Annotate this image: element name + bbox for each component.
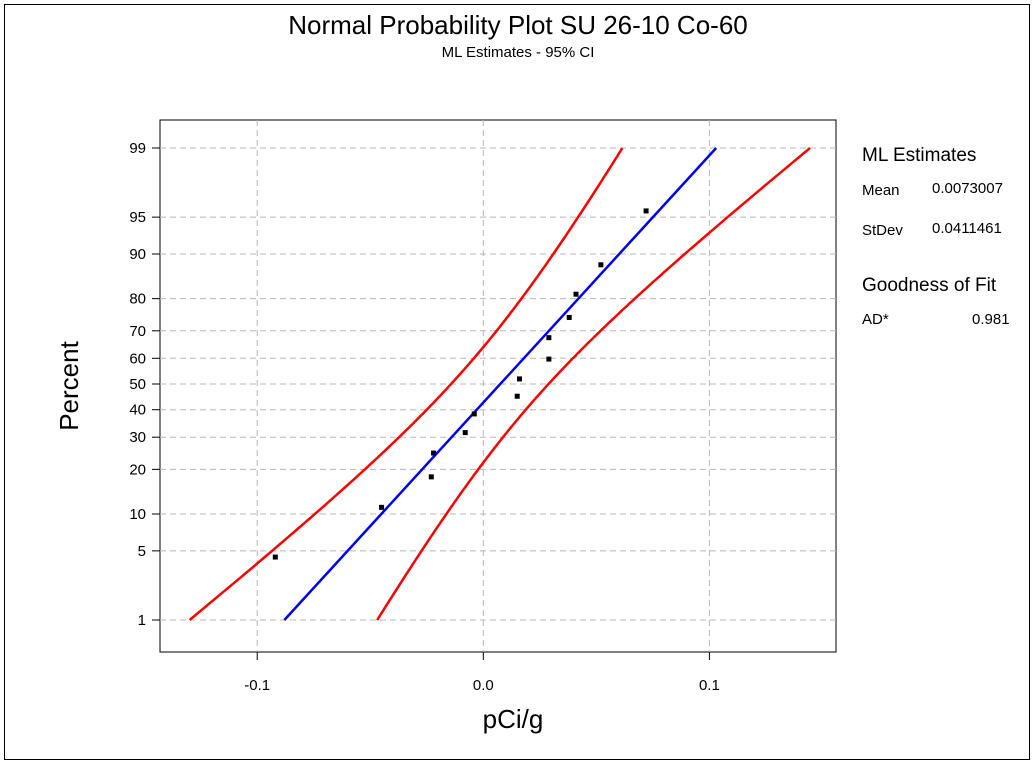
ad-label: AD* xyxy=(862,311,889,328)
data-point xyxy=(598,262,604,268)
ci-lower-band xyxy=(188,147,624,621)
y-tick-label: 10 xyxy=(129,506,146,523)
goodness-of-fit-header: Goodness of Fit xyxy=(862,275,997,296)
data-point xyxy=(546,335,552,341)
chart-frame xyxy=(4,4,1030,760)
data-point xyxy=(431,450,437,456)
stdev-value: 0.0411461 xyxy=(932,220,1002,237)
fit-line xyxy=(283,147,718,621)
y-tick-label: 5 xyxy=(138,543,146,560)
y-tick-label: 60 xyxy=(129,350,146,367)
y-tick-label: 90 xyxy=(129,246,146,263)
chart-subtitle: ML Estimates - 95% CI xyxy=(441,44,595,61)
y-tick-label: 20 xyxy=(129,461,146,478)
ad-value: 0.981 xyxy=(972,311,1010,328)
x-tick-label: -0.1 xyxy=(244,677,270,694)
stdev-label: StDev xyxy=(862,222,903,239)
chart-title: Normal Probability Plot SU 26-10 Co-60 xyxy=(288,10,748,40)
y-axis-label: Percent xyxy=(54,340,84,430)
y-tick-label: 70 xyxy=(129,323,146,340)
data-point xyxy=(566,314,572,320)
data-point xyxy=(272,554,278,560)
data-point xyxy=(516,376,522,382)
data-point xyxy=(462,430,468,436)
data-point xyxy=(643,208,649,214)
y-tick-label: 40 xyxy=(129,402,146,419)
mean-value: 0.0073007 xyxy=(932,180,1003,197)
ml-estimates-header: ML Estimates xyxy=(862,145,977,166)
x-tick-label: 0.0 xyxy=(473,677,494,694)
data-point xyxy=(573,291,579,297)
ci-upper-band xyxy=(376,147,811,621)
data-point xyxy=(514,393,520,399)
data-point xyxy=(471,411,477,417)
y-tick-label: 30 xyxy=(129,429,146,446)
y-tick-label: 80 xyxy=(129,291,146,308)
y-tick-label: 1 xyxy=(138,612,146,629)
y-tick-label: 99 xyxy=(129,140,146,157)
y-tick-label: 95 xyxy=(129,209,146,226)
data-point xyxy=(379,504,385,510)
x-axis-label: pCi/g xyxy=(483,704,544,734)
mean-label: Mean xyxy=(862,182,900,199)
x-tick-label: 0.1 xyxy=(699,677,720,694)
data-point xyxy=(546,356,552,362)
plot-area xyxy=(159,119,837,653)
data-point xyxy=(428,474,434,480)
y-tick-label: 50 xyxy=(129,376,146,393)
